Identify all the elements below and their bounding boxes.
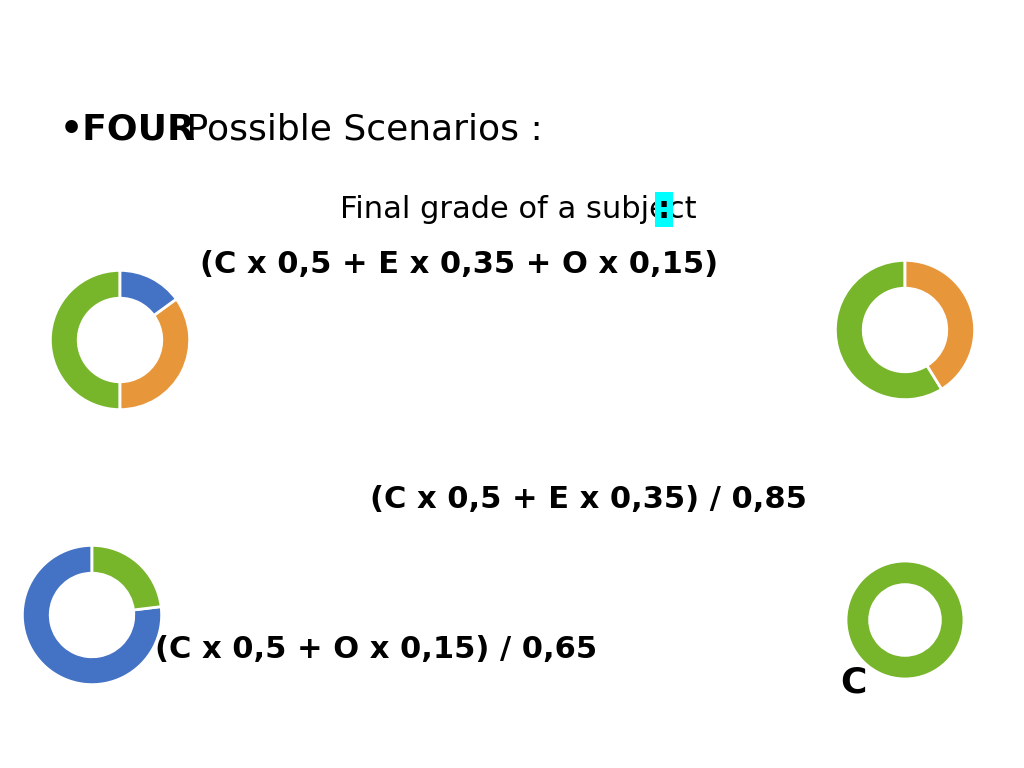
Text: C: C <box>840 666 866 700</box>
Text: (C x 0,5 + E x 0,35 + O x 0,15): (C x 0,5 + E x 0,35 + O x 0,15) <box>200 250 718 279</box>
Text: Proportion of the different components: Proportion of the different components <box>30 18 679 46</box>
Wedge shape <box>50 270 120 409</box>
Wedge shape <box>846 561 964 679</box>
Text: (C x 0,5 + E x 0,35) / 0,85: (C x 0,5 + E x 0,35) / 0,85 <box>370 485 807 514</box>
Text: Final grade of a subject: Final grade of a subject <box>340 195 707 224</box>
Wedge shape <box>92 545 161 610</box>
Text: •FOUR: •FOUR <box>60 113 196 147</box>
Wedge shape <box>905 260 975 389</box>
Wedge shape <box>120 299 189 409</box>
Text: (C x 0,5 + O x 0,15) / 0,65: (C x 0,5 + O x 0,15) / 0,65 <box>155 635 597 664</box>
Text: Possible Scenarios :: Possible Scenarios : <box>175 113 543 147</box>
Wedge shape <box>23 545 162 684</box>
Wedge shape <box>836 260 942 399</box>
Text: :: : <box>658 195 670 224</box>
Wedge shape <box>120 270 176 316</box>
